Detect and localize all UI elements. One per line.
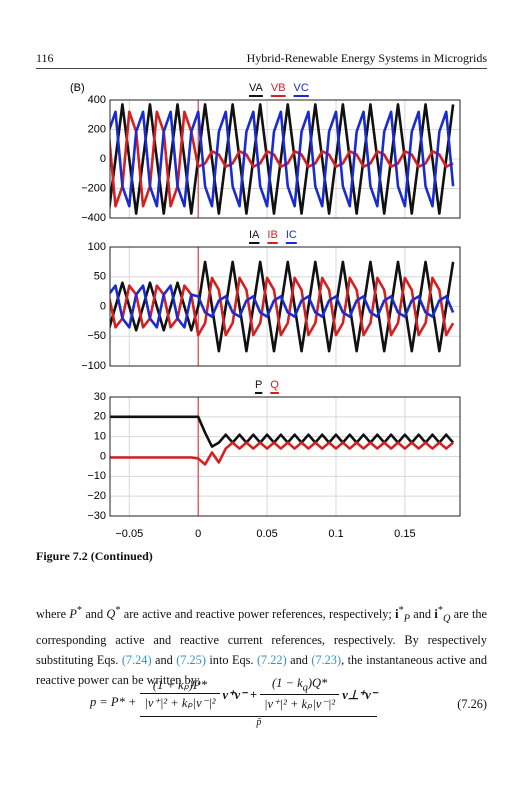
plot-frame xyxy=(109,99,461,219)
y-tick-label: −50 xyxy=(87,330,106,342)
y-tick-label: 50 xyxy=(94,271,106,283)
text: and xyxy=(409,607,435,622)
text: and xyxy=(151,652,177,667)
y-tick-label: 10 xyxy=(94,431,106,443)
y-tick-label: −30 xyxy=(87,510,106,522)
figure-caption: Figure 7.2 (Continued) xyxy=(36,549,153,563)
y-tick-label: 0 xyxy=(100,450,106,462)
legend-label: VA xyxy=(249,82,264,94)
y-tick-label: −200 xyxy=(81,182,106,194)
x-tick-label: −0.05 xyxy=(115,528,143,540)
y-tick-label: −400 xyxy=(81,212,106,224)
eq-term: v⊥⁺v⁻ xyxy=(342,687,378,702)
text: are the corresponding active and reactiv… xyxy=(36,607,488,667)
y-tick-label: 20 xyxy=(94,411,106,423)
text: and xyxy=(286,652,312,667)
eq-denominator: |v⁺|² + kₚ|v⁻|² xyxy=(140,693,220,712)
legend-label: VB xyxy=(271,82,286,94)
x-tick-label: 0.15 xyxy=(394,528,415,540)
text: are active and reactive power references… xyxy=(120,607,396,622)
legend-label: IB xyxy=(267,229,277,241)
equation-ref[interactable]: (7.23) xyxy=(311,652,342,667)
eq-term: v⁺v⁻ + xyxy=(222,687,258,702)
legend-label: IA xyxy=(249,229,260,241)
symbol: * xyxy=(115,605,121,616)
symbol: P xyxy=(69,607,77,622)
eq-part: )Q* xyxy=(307,676,328,691)
series-line xyxy=(110,110,454,208)
symbol: * xyxy=(76,605,83,616)
legend-label: IC xyxy=(286,229,297,241)
eq-lhs: p = P* + xyxy=(90,694,137,709)
text: into Eqs. xyxy=(205,652,257,667)
legend-label: Q xyxy=(270,379,279,391)
eq-underbrace-label: p̃ xyxy=(256,716,262,728)
series-line xyxy=(110,260,455,353)
paragraph: where P* and Q* are active and reactive … xyxy=(36,601,487,690)
eq-numerator: (1 + kₚ)P* xyxy=(152,678,207,692)
y-tick-label: −100 xyxy=(81,360,106,372)
symbol: Q xyxy=(442,613,451,625)
text: , the instantaneous active and reactive … xyxy=(36,652,488,687)
legend-label: VC xyxy=(294,82,309,94)
legend-label: P xyxy=(255,379,262,391)
symbol: * xyxy=(437,605,443,616)
text: and xyxy=(82,607,107,622)
x-tick-label: 0.1 xyxy=(328,528,343,540)
y-tick-label: 100 xyxy=(88,241,106,253)
series-line xyxy=(110,415,455,448)
y-tick-label: 0 xyxy=(100,153,106,165)
equation-ref[interactable]: (7.22) xyxy=(256,652,287,667)
symbol: P xyxy=(403,613,410,625)
equation-number: (7.26) xyxy=(457,697,487,711)
x-tick-label: 0.05 xyxy=(256,528,277,540)
x-tick-label: 0 xyxy=(195,528,201,540)
running-title: Hybrid-Renewable Energy Systems in Micro… xyxy=(246,51,487,65)
panel-label: (B) xyxy=(70,82,85,94)
equation-ref[interactable]: (7.24) xyxy=(121,652,152,667)
y-tick-label: 30 xyxy=(94,391,106,403)
series-line xyxy=(110,276,455,337)
y-tick-label: 200 xyxy=(88,123,106,135)
plot-frame xyxy=(109,246,461,367)
symbol: Q xyxy=(106,607,116,622)
header-rule xyxy=(36,68,487,69)
page-number: 116 xyxy=(36,51,54,65)
y-tick-label: 400 xyxy=(88,94,106,106)
symbol: i xyxy=(395,607,399,622)
y-tick-label: −20 xyxy=(87,490,106,502)
symbol: i xyxy=(434,607,438,622)
eq-part: (1 − k xyxy=(271,676,303,691)
y-tick-label: 0 xyxy=(100,300,106,312)
series-line xyxy=(110,441,454,466)
symbol: * xyxy=(398,605,404,616)
equation: p = P* + (1 + kₚ)P* |v⁺|² + kₚ|v⁻|² v⁺v⁻ … xyxy=(90,676,490,746)
plot-frame xyxy=(109,396,461,517)
series-line xyxy=(110,284,455,329)
eq-numerator: (1 − kq)Q* xyxy=(268,676,331,694)
equation-ref[interactable]: (7.25) xyxy=(176,652,206,667)
eq-part: q xyxy=(302,682,308,694)
series-line xyxy=(110,110,455,208)
y-tick-label: −10 xyxy=(87,470,106,482)
series-line xyxy=(110,103,455,215)
text: where xyxy=(36,607,70,622)
eq-denominator: |v⁺|² + kₚ|v⁻|² xyxy=(260,693,340,713)
